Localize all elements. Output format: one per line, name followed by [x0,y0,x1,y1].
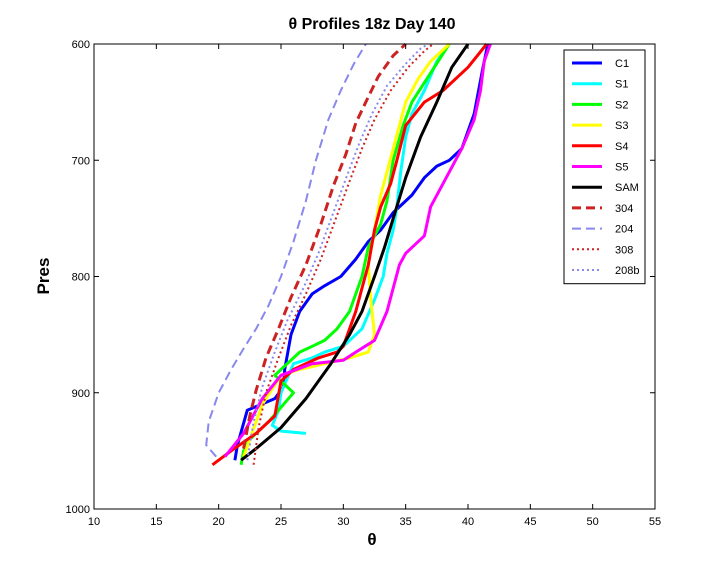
y-tick-label: 1000 [66,504,90,516]
series-line-sam [240,43,470,462]
series-line-s3 [242,42,451,458]
x-tick-label: 35 [400,516,412,528]
x-tick-label: 40 [462,516,474,528]
x-tick-label: 30 [337,516,349,528]
x-axis-label: θ [367,530,376,549]
series-line-s2 [239,43,451,466]
legend-label-s3: S3 [615,120,628,132]
legend-label-s1: S1 [615,79,628,91]
legend-label-208b: 208b [615,265,639,277]
x-tick-label: 25 [275,516,287,528]
y-tick-label: 700 [72,155,90,167]
x-tick-label: 50 [587,516,599,528]
plot-area [205,42,492,467]
y-tick-label: 800 [72,272,90,284]
legend-label-204: 204 [615,224,633,236]
x-tick-label: 20 [213,516,225,528]
legend-label-sam: SAM [615,182,639,194]
series-line-s5 [223,43,492,458]
legend-label-308: 308 [615,244,633,256]
chart-title: θ Profiles 18z Day 140 [289,16,456,33]
x-tick-label: 55 [649,516,661,528]
x-tick-label: 10 [88,516,100,528]
y-tick-label: 900 [72,388,90,400]
legend-label-s2: S2 [615,99,628,111]
legend-label-s4: S4 [615,141,628,153]
y-axis-label: Pres [34,258,53,295]
legend-label-s5: S5 [615,162,628,174]
series-line-208b [246,43,429,461]
x-tick-label: 45 [524,516,536,528]
series-line-304 [242,42,407,449]
x-axis: 10 15 20 25 30 35 40 45 50 55 [88,44,661,528]
legend-label-c1: C1 [615,58,629,70]
legend: C1 S1 S2 S3 S4 S5 SAM 304 204 308 208b [563,49,646,285]
y-axis: 600 700 800 900 1000 [66,39,655,516]
series-line-s4 [211,43,488,467]
series-line-308 [252,43,434,465]
legend-label-304: 304 [615,203,633,215]
series-line-204 [205,43,367,458]
series-line-c1 [233,43,490,461]
x-tick-label: 15 [150,516,162,528]
y-tick-label: 600 [72,39,90,51]
